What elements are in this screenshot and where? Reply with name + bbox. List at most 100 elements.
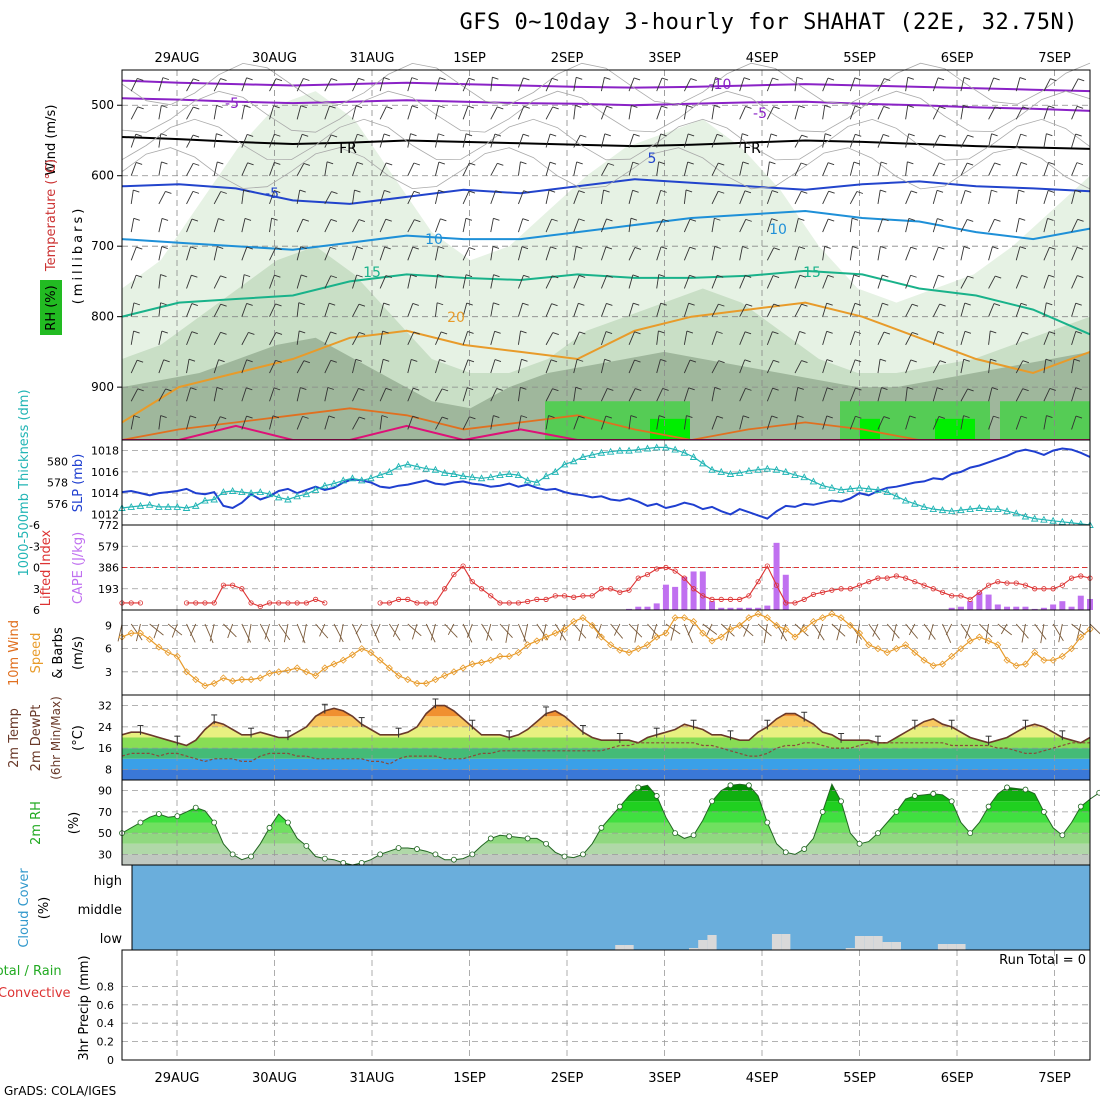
wind-barb — [517, 134, 524, 148]
wind-barb-flag — [192, 134, 200, 138]
wind-barb-flag — [413, 387, 420, 391]
date-label-top: 3SEP — [648, 51, 681, 66]
wind-barb — [794, 331, 800, 346]
wind-barb-flag — [1046, 302, 1053, 306]
rh-point — [266, 824, 273, 831]
wind-barb — [407, 303, 414, 317]
wind-barb-flag — [772, 77, 779, 81]
wind-barb — [241, 218, 246, 233]
contour-label: FR — [339, 141, 357, 157]
wind-barb-flag — [796, 76, 804, 80]
wind-speed-point — [192, 675, 200, 684]
wind-barb-flag — [161, 217, 169, 221]
wind-barb — [932, 416, 940, 430]
wind-barb-10m — [430, 623, 436, 641]
wind-barb-10m — [855, 623, 860, 644]
wind-barb — [130, 78, 138, 92]
cloud-low-bar — [864, 936, 874, 950]
wind-barb — [517, 218, 524, 233]
cape-bar — [1031, 608, 1038, 610]
wind-barb-flag — [937, 331, 944, 334]
wind-barb — [960, 331, 966, 345]
lifted-index-point — [617, 589, 623, 595]
wind-barb-flag — [716, 133, 724, 137]
wind-barb-flag — [855, 133, 862, 137]
wind-barb-flag — [797, 415, 804, 419]
wind-barb-flag — [496, 388, 503, 391]
thickness-tick-label: 580 — [47, 455, 68, 468]
wind-barb-flag — [1019, 217, 1026, 221]
wind-barb — [628, 77, 635, 92]
cloud-low-bar — [854, 936, 865, 950]
wind-barb — [960, 246, 965, 261]
contour-label: 15 — [363, 265, 381, 281]
wind-speed-point — [431, 675, 440, 684]
wind-barb — [435, 331, 442, 346]
wind-barb — [794, 246, 800, 261]
wind-barb — [905, 387, 908, 402]
wind-barb-flag — [801, 303, 808, 307]
wind-barb — [683, 161, 689, 176]
wind-barb-flag — [658, 415, 666, 419]
wind-barb-flag — [358, 388, 365, 391]
wind-barb — [656, 274, 660, 289]
wind-barb-flag — [771, 218, 778, 222]
wind-barb — [905, 332, 913, 346]
wind-speed-point — [763, 614, 771, 622]
wind-barb-flag — [993, 77, 1000, 81]
wind-barb-flag — [437, 302, 444, 306]
wind-barb-flag — [1048, 274, 1055, 278]
wind-barb — [877, 359, 881, 374]
wind-barb-flag — [963, 415, 970, 419]
wind-barb — [490, 415, 494, 430]
wind-barb-flag — [326, 161, 334, 165]
rh-point — [1096, 789, 1100, 796]
wind-barb — [739, 190, 746, 205]
wind-barb-flag — [386, 162, 393, 166]
cape-bar — [764, 605, 771, 610]
wind-barb-flag — [248, 332, 255, 335]
thickness-point — [551, 467, 560, 475]
wind-barb-flag — [798, 246, 806, 250]
wind-barb-flag — [828, 190, 835, 194]
wind-barb — [932, 303, 941, 317]
wind-barb-flag — [303, 360, 311, 364]
wind-barb — [1043, 302, 1047, 317]
y-tick-label: 800 — [91, 310, 114, 324]
wind-barb — [545, 332, 554, 346]
wind-barb — [739, 331, 746, 346]
wind-barb — [130, 246, 137, 261]
wind-barb — [158, 415, 162, 430]
wind-barb — [794, 415, 798, 430]
rh-point — [635, 784, 642, 791]
wind-barb — [213, 303, 222, 317]
wind-barb — [186, 218, 193, 233]
rh-point — [745, 782, 752, 789]
wind-barb-flag — [190, 387, 197, 391]
wind-barb — [932, 387, 938, 402]
cloud-low-bar — [615, 945, 625, 950]
wind-barb-flag — [1047, 218, 1054, 221]
wind-barb — [379, 190, 385, 205]
wind-barb-flag — [274, 190, 281, 194]
thickness-point — [394, 462, 403, 470]
wind-barb — [213, 218, 219, 233]
thickness-point — [514, 471, 523, 479]
wind-barb-flag — [1018, 189, 1025, 193]
wind-barb-flag — [303, 78, 310, 81]
temp-band — [122, 769, 1090, 780]
lifted-index-point — [875, 575, 881, 581]
wind-barb-flag — [497, 106, 504, 110]
wind-barb — [573, 303, 579, 317]
wind-barb — [352, 303, 360, 317]
y-tick-label: 500 — [91, 98, 114, 112]
thickness-point — [800, 473, 808, 481]
wind-barb-flag — [331, 78, 338, 82]
wind-barb — [517, 330, 521, 345]
wind-barb — [324, 247, 331, 261]
wind-speed-point — [441, 672, 449, 680]
wind-barb-flag — [466, 302, 473, 306]
temp-tick-label: 8 — [105, 763, 112, 776]
wind-speed-point — [348, 651, 357, 659]
wind-barb — [739, 161, 744, 176]
